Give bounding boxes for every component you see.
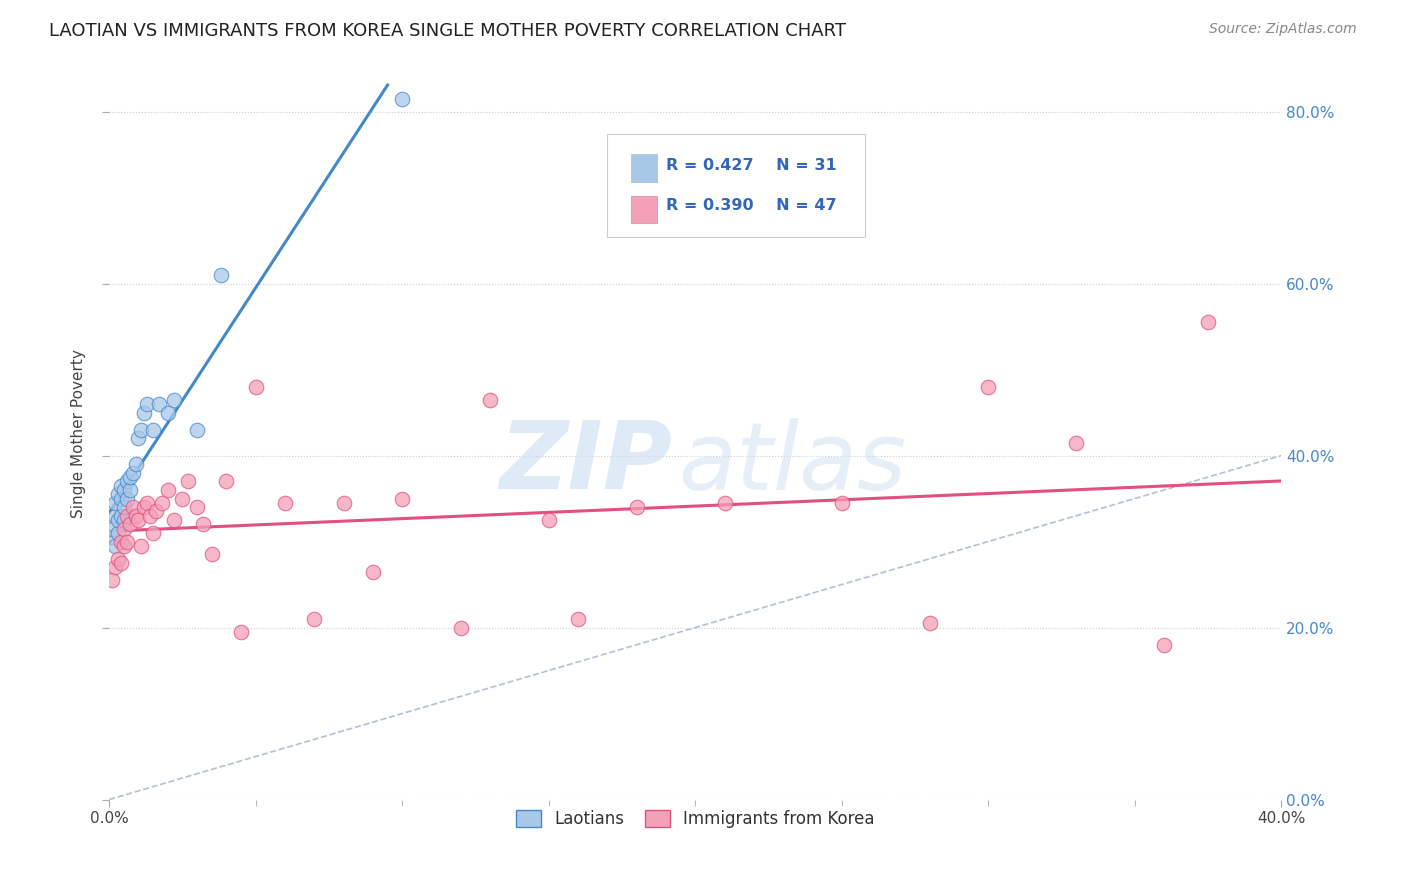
Point <box>131 539 153 553</box>
Y-axis label: Single Mother Poverty: Single Mother Poverty <box>72 350 86 518</box>
Point <box>101 573 124 587</box>
Point <box>118 483 141 497</box>
Point <box>229 624 252 639</box>
Point <box>626 500 648 515</box>
Point <box>136 397 159 411</box>
Point <box>112 539 135 553</box>
Point <box>104 496 127 510</box>
Point <box>107 551 129 566</box>
Point <box>136 496 159 510</box>
Point <box>121 466 143 480</box>
Point <box>127 513 149 527</box>
Point <box>124 457 146 471</box>
Bar <box>631 154 657 182</box>
Point <box>112 522 135 536</box>
Point <box>831 496 853 510</box>
Point <box>186 500 208 515</box>
Point <box>145 504 167 518</box>
Point <box>134 405 156 419</box>
Point <box>110 556 132 570</box>
Point <box>1153 638 1175 652</box>
Point <box>245 380 267 394</box>
Point <box>110 534 132 549</box>
Point <box>391 491 413 506</box>
Point <box>537 513 560 527</box>
Point <box>918 616 941 631</box>
Point <box>121 500 143 515</box>
Point <box>112 483 135 497</box>
Point <box>104 539 127 553</box>
Point <box>391 92 413 106</box>
Point <box>110 478 132 492</box>
Point <box>186 423 208 437</box>
Point <box>115 508 138 523</box>
Point <box>150 496 173 510</box>
Point <box>101 530 124 544</box>
Point <box>209 268 232 282</box>
Point <box>110 491 132 506</box>
FancyBboxPatch shape <box>607 135 865 236</box>
Point <box>215 475 238 489</box>
Point <box>156 483 179 497</box>
Point <box>162 392 184 407</box>
Point <box>139 508 162 523</box>
Point <box>107 487 129 501</box>
Text: atlas: atlas <box>678 417 905 508</box>
Point <box>1064 435 1087 450</box>
Point <box>450 621 472 635</box>
Point <box>172 491 194 506</box>
Point <box>104 560 127 574</box>
Text: Source: ZipAtlas.com: Source: ZipAtlas.com <box>1209 22 1357 37</box>
Point <box>201 548 224 562</box>
Point <box>156 405 179 419</box>
Point <box>118 517 141 532</box>
Point <box>107 525 129 540</box>
Point <box>118 470 141 484</box>
Text: R = 0.390    N = 47: R = 0.390 N = 47 <box>666 198 837 213</box>
Point <box>361 565 384 579</box>
Point <box>110 508 132 523</box>
Point <box>713 496 735 510</box>
Point <box>142 525 165 540</box>
Point <box>127 431 149 445</box>
Text: R = 0.427    N = 31: R = 0.427 N = 31 <box>666 158 837 172</box>
Point <box>134 500 156 515</box>
Point <box>124 508 146 523</box>
Text: ZIP: ZIP <box>499 417 672 509</box>
Point <box>274 496 297 510</box>
Legend: Laotians, Immigrants from Korea: Laotians, Immigrants from Korea <box>509 804 882 835</box>
Point <box>131 423 153 437</box>
Point <box>567 612 589 626</box>
Point <box>107 513 129 527</box>
Point <box>479 392 502 407</box>
Point <box>162 513 184 527</box>
Point <box>104 508 127 523</box>
Point <box>191 517 214 532</box>
Point <box>115 534 138 549</box>
Point <box>332 496 354 510</box>
Point <box>115 475 138 489</box>
Point <box>304 612 326 626</box>
Point <box>1197 315 1219 329</box>
Point <box>112 513 135 527</box>
Point <box>101 522 124 536</box>
Point <box>112 500 135 515</box>
Point <box>148 397 170 411</box>
Point <box>177 475 200 489</box>
Bar <box>631 195 657 224</box>
Text: LAOTIAN VS IMMIGRANTS FROM KOREA SINGLE MOTHER POVERTY CORRELATION CHART: LAOTIAN VS IMMIGRANTS FROM KOREA SINGLE … <box>49 22 846 40</box>
Point <box>142 423 165 437</box>
Point <box>977 380 1000 394</box>
Point <box>115 491 138 506</box>
